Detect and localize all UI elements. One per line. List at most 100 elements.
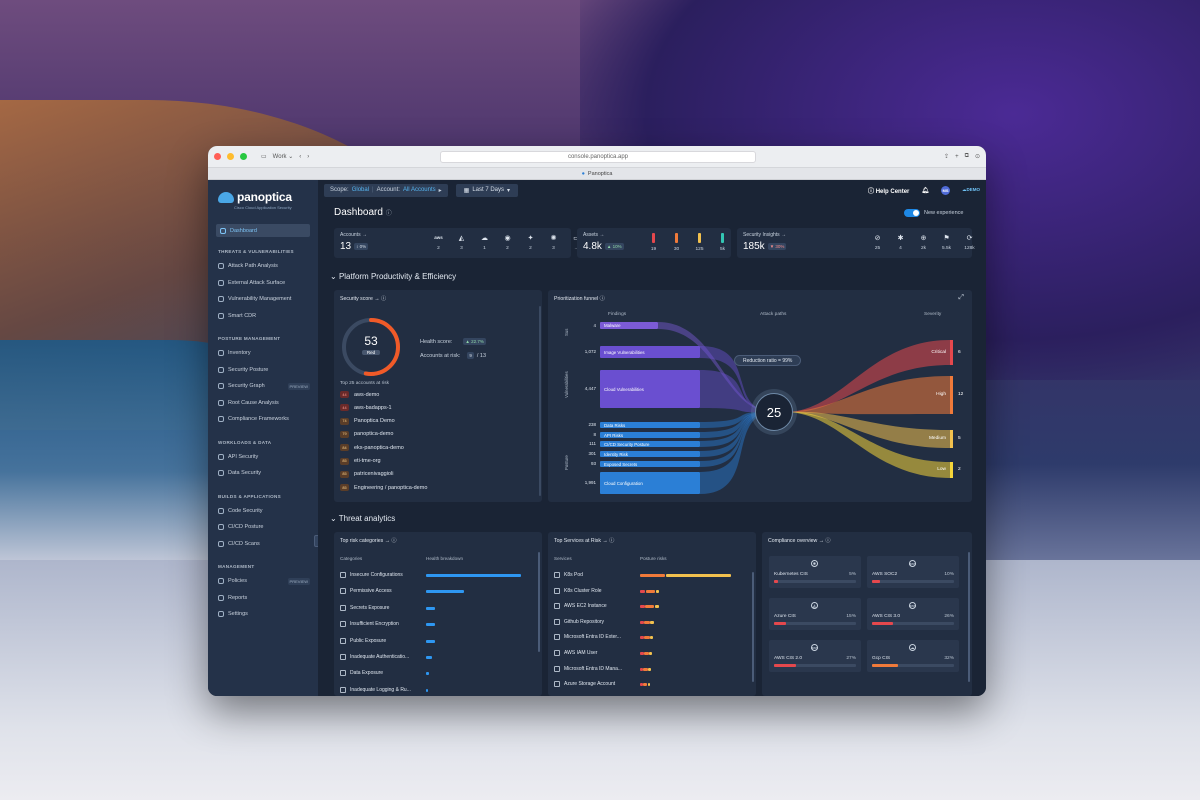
date-range-selector[interactable]: ▦ Last 7 Days ▾ (455, 183, 519, 197)
finding-bar[interactable]: Data Risks (600, 422, 700, 428)
threat-section-header[interactable]: ⌄ Threat analytics (330, 514, 396, 523)
stat-icon-column[interactable]: 19 (647, 233, 660, 252)
risk-category-row[interactable]: Insufficient Encryption (340, 621, 399, 628)
scrollbar[interactable] (539, 306, 541, 496)
minimize-window-button[interactable] (227, 153, 234, 160)
finding-bar[interactable]: Cloud Configuration (600, 472, 700, 494)
compliance-tile[interactable]: ◭ Azure CIS 15% (769, 598, 861, 630)
service-row[interactable]: AWS IAM User (554, 650, 597, 656)
stat-icon-column[interactable]: ⟳ 128k (963, 233, 976, 252)
stat-icon-column[interactable]: ◭ 3 (455, 233, 468, 252)
sidebar-item-inventory[interactable]: Inventory (216, 345, 310, 362)
info-icon[interactable]: ⓘ (609, 538, 615, 544)
stat-icon-column[interactable]: ◉ 2 (501, 233, 514, 252)
sidebar-item-smart-cdr[interactable]: Smart CDR (216, 308, 310, 325)
download-icon[interactable]: ⊙ (974, 154, 980, 160)
account-row[interactable]: 79 panoptica-demo (340, 430, 393, 438)
stat-icon-column[interactable]: 5k (716, 233, 729, 252)
finding-bar[interactable]: Identity Risk (600, 451, 700, 457)
sidebar-item-code-security[interactable]: Code Security (216, 503, 310, 520)
severity-bar[interactable] (950, 430, 953, 448)
stat-icon-column[interactable]: ✺ 3 (547, 233, 560, 252)
sidebar-item-data-security[interactable]: Data Security (216, 465, 310, 482)
compliance-tile[interactable]: ☁ Gcp CIS 32% (867, 640, 959, 672)
security-score-title[interactable]: Security score → ⓘ (340, 296, 387, 302)
bell-icon[interactable]: 🔔︎ (921, 187, 929, 194)
sidebar-item-api-security[interactable]: API Security (216, 449, 310, 466)
stat-icon-column[interactable]: ▭... (570, 233, 583, 252)
scope-selector[interactable]: Scope: Global | Account: All Accounts ▸ (324, 183, 448, 197)
service-row[interactable]: Azure Storage Account (554, 681, 615, 688)
back-icon[interactable]: ‹ (299, 153, 302, 160)
workspace-selector[interactable]: Work ⌄ (272, 153, 294, 161)
address-bar[interactable]: console.panoptica.app (440, 151, 756, 163)
stat-icon-column[interactable]: ⊕ 2k (917, 233, 930, 252)
sidebar-item-vulnerability-management[interactable]: Vulnerability Management (216, 291, 310, 308)
logo[interactable]: panoptica (218, 190, 310, 204)
new-tab-icon[interactable]: + (955, 153, 959, 160)
stat-icon-column[interactable]: ✱ 4 (894, 233, 907, 252)
stat-icon-column[interactable]: 30 (670, 233, 683, 252)
stat-icon-column[interactable]: aws 2 (432, 233, 445, 251)
scrollbar[interactable] (968, 552, 970, 682)
sidebar-item-compliance-frameworks[interactable]: Compliance Frameworks (216, 411, 310, 428)
tab-title[interactable]: Panoptica (587, 170, 613, 177)
new-experience-toggle[interactable]: New experience (904, 209, 963, 217)
risk-category-row[interactable]: Inadequate Authenticatio... (340, 654, 409, 660)
stat-icon-column[interactable]: 125 (693, 233, 706, 252)
sidebar-item-security-posture[interactable]: Security Posture (216, 362, 310, 379)
scrollbar[interactable] (538, 552, 540, 652)
help-center-link[interactable]: ⓘ Help Center (868, 186, 909, 195)
finding-bar[interactable]: Malware (600, 322, 658, 329)
finding-bar[interactable]: API Risks (600, 432, 700, 438)
sidebar-item-root-cause-analysis[interactable]: Root Cause Analysis (216, 395, 310, 412)
risk-categories-title[interactable]: Top risk categories → ⓘ (340, 538, 397, 544)
sidebar-item-settings[interactable]: Settings (216, 606, 310, 623)
service-row[interactable]: Github Repository (554, 618, 604, 625)
maximize-window-button[interactable] (240, 153, 247, 160)
stat-icon-column[interactable]: ⚑ 5.5k (940, 233, 953, 252)
compliance-tile[interactable]: aws AWS CIS 2.0 27% (769, 640, 861, 672)
account-row[interactable]: 44 aws-demo (340, 391, 379, 398)
stat-icon-column[interactable]: ✦ 2 (524, 233, 537, 252)
sidebar-item-attack-path-analysis[interactable]: Attack Path Analysis (216, 258, 310, 275)
expand-icon[interactable]: ⤢ (958, 294, 964, 301)
risk-category-row[interactable]: Permissive Access (340, 588, 392, 595)
finding-bar[interactable]: Exposed Secrets (600, 461, 700, 467)
tenant-badge[interactable]: ☁DEMO (962, 187, 980, 193)
service-row[interactable]: AWS EC2 Instance (554, 603, 607, 610)
compliance-tile[interactable]: aws AWS CIS 3.0 26% (867, 598, 959, 630)
account-row[interactable]: 85 eti-tme-org (340, 457, 381, 465)
service-row[interactable]: K8s Pod (554, 572, 583, 578)
finding-bar[interactable]: Image Vulnerabilities (600, 346, 700, 358)
info-icon[interactable]: ⓘ (385, 211, 392, 217)
avatar[interactable]: MS (941, 185, 950, 195)
risk-category-row[interactable]: Public Exposure (340, 637, 386, 644)
services-title[interactable]: Top Services at Risk → ⓘ (554, 538, 615, 544)
risk-category-row[interactable]: Data Exposure (340, 670, 383, 677)
account-row[interactable]: 85 patricenivaggioli (340, 470, 393, 478)
accounts-card[interactable]: Accounts → 13↕ 0% aws2◭3☁1◉2✦2✺3▭... (334, 228, 580, 258)
sidebar-item-ci-cd-posture[interactable]: CI/CD Posture (216, 519, 310, 536)
security-insights-card[interactable]: Security Insights → 185k ▼ 30% ⊘ 25 ✱ 4 ⊕ 2k ⚑ 5… (737, 228, 975, 258)
account-row[interactable]: 85 Engineering / panoptica-demo (340, 484, 427, 492)
sidebar-item-policies[interactable]: Policies PREVIEW (216, 573, 310, 590)
productivity-section-header[interactable]: ⌄ Platform Productivity & Efficiency (330, 272, 457, 281)
info-icon[interactable]: ⓘ (391, 538, 397, 544)
account-row[interactable]: 84 eks-panoptica-demo (340, 444, 404, 452)
service-row[interactable]: Microsoft Entra ID Exter... (554, 634, 621, 641)
close-window-button[interactable] (214, 153, 221, 160)
attack-paths-count[interactable]: 25 (755, 393, 793, 431)
finding-bar[interactable]: CI/CD Security Posture (600, 441, 700, 447)
compliance-tile[interactable]: ✺ Kubernetes CIS 5% (769, 556, 861, 588)
assets-card[interactable]: Assets → 4.8k ▲ 10% 19 30 125 5k (577, 228, 731, 258)
sidebar-item-ci-cd-scans[interactable]: CI/CD Scans (216, 536, 310, 553)
sidebar-toggle-icon[interactable]: ▭ (261, 154, 267, 160)
service-row[interactable]: K8s Cluster Role (554, 587, 602, 594)
finding-bar[interactable]: Cloud Vulnerabilities (600, 370, 700, 408)
severity-bar[interactable] (950, 376, 953, 414)
forward-icon[interactable]: › (307, 153, 310, 160)
risk-category-row[interactable]: Secrets Exposure (340, 604, 389, 611)
tabs-overview-icon[interactable]: ⧉ (964, 153, 969, 159)
share-icon[interactable]: ⇪ (944, 154, 950, 160)
